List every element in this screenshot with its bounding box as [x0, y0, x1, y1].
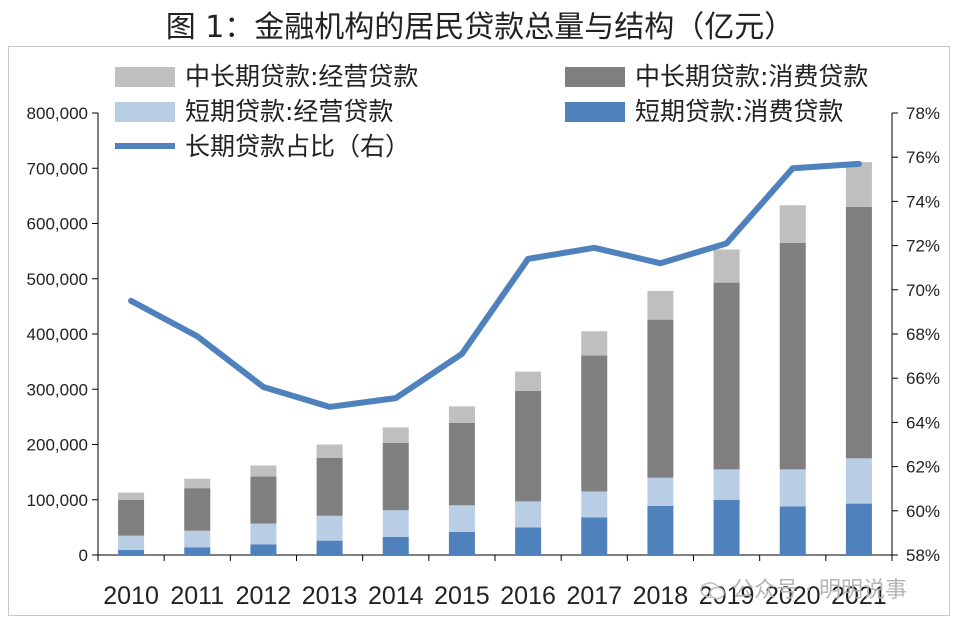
- y-right-tick-label: 66%: [906, 369, 940, 388]
- bar-segment-2: [118, 535, 145, 551]
- x-tick-label: 2017: [566, 582, 622, 610]
- bar-segment-1: [382, 536, 409, 555]
- y-right-tick-label: 78%: [906, 104, 940, 123]
- y-right-tick-label: 72%: [906, 237, 940, 256]
- bar-segment-2: [713, 469, 740, 500]
- bar-segment-3: [647, 319, 674, 478]
- y-right-tick-label: 74%: [906, 192, 940, 211]
- legend-label: 长期贷款占比（右）: [185, 132, 410, 161]
- bar-segment-4: [845, 162, 872, 207]
- bar-segment-3: [184, 488, 211, 531]
- bar-segment-2: [382, 510, 409, 537]
- bar-segment-1: [316, 540, 343, 555]
- y-right-tick-label: 64%: [906, 413, 940, 432]
- x-tick-label: 2012: [236, 582, 292, 610]
- chart-frame: [8, 46, 950, 616]
- bar-segment-3: [845, 206, 872, 459]
- bar-segment-1: [647, 505, 674, 555]
- y-left-tick-label: 800,000: [27, 104, 88, 123]
- bar-segment-4: [184, 478, 211, 489]
- x-tick-label: 2013: [302, 582, 358, 610]
- bar-segment-4: [647, 290, 674, 320]
- legend-swatch: [565, 102, 625, 122]
- share-line: [128, 160, 862, 410]
- bar-segment-4: [448, 406, 475, 423]
- y-right-tick-label: 60%: [906, 502, 940, 521]
- y-right-tick-label: 62%: [906, 458, 940, 477]
- bar-segment-1: [448, 531, 475, 555]
- x-tick-label: 2010: [103, 582, 159, 610]
- bar-segment-1: [713, 499, 740, 555]
- bar-segment-4: [250, 465, 277, 477]
- x-tick-label: 2018: [633, 582, 689, 610]
- bar-segment-4: [581, 331, 608, 356]
- legend-swatch: [115, 67, 175, 87]
- bar-segment-3: [118, 499, 145, 536]
- y-left-tick-label: 700,000: [27, 159, 88, 178]
- bar-segment-3: [448, 422, 475, 506]
- legend-label: 中长期贷款:经营贷款: [185, 62, 418, 91]
- x-tick-label: 2014: [368, 582, 424, 610]
- chart-title: 图 1：金融机构的居民贷款总量与结构（亿元）: [165, 10, 795, 45]
- bar-segment-1: [779, 506, 806, 555]
- y-right-tick-label: 76%: [906, 148, 940, 167]
- bar-segment-1: [118, 550, 145, 555]
- x-tick-label: 2011: [170, 582, 224, 610]
- bar-segment-2: [515, 501, 542, 528]
- bar-segment-3: [713, 282, 740, 470]
- x-tick-label: 2019: [699, 582, 755, 610]
- bar-segment-3: [581, 355, 608, 492]
- y-left-tick-label: 500,000: [27, 270, 88, 289]
- legend-label: 短期贷款:经营贷款: [185, 97, 393, 126]
- bar-segment-3: [515, 390, 542, 502]
- bar-segment-2: [316, 515, 343, 541]
- y-left-tick-label: 200,000: [27, 436, 88, 455]
- bar-segment-1: [515, 527, 542, 555]
- bar-segment-2: [779, 469, 806, 507]
- bar-segment-2: [581, 491, 608, 518]
- bar-segment-2: [184, 530, 211, 548]
- legend-label: 中长期贷款:消费贷款: [635, 62, 868, 91]
- y-left-tick-label: 300,000: [27, 380, 88, 399]
- bar-segment-2: [448, 505, 475, 532]
- bar-segment-2: [647, 477, 674, 506]
- bar-segment-2: [845, 458, 872, 504]
- bar-segment-4: [382, 427, 409, 443]
- bar-segment-4: [118, 492, 145, 500]
- bar-segment-3: [316, 457, 343, 516]
- y-right-tick-label: 68%: [906, 325, 940, 344]
- legend-swatch: [115, 102, 175, 122]
- y-left-tick-label: 100,000: [27, 491, 88, 510]
- y-right-tick-label: 70%: [906, 281, 940, 300]
- y-left-tick-label: 0: [79, 546, 88, 565]
- bar-segment-4: [779, 205, 806, 243]
- bar-segment-3: [779, 242, 806, 470]
- x-tick-label: 2020: [765, 582, 821, 610]
- bar-segment-3: [382, 442, 409, 511]
- y-right-tick-label: 58%: [906, 546, 940, 565]
- watermark-text: 公众号 · 明明说事: [732, 578, 907, 603]
- x-tick-label: 2016: [500, 582, 556, 610]
- bar-segment-1: [845, 503, 872, 555]
- y-left-tick-label: 600,000: [27, 215, 88, 234]
- bar-segment-1: [581, 517, 608, 555]
- bar-segment-2: [250, 523, 277, 545]
- x-tick-label: 2021: [831, 582, 887, 610]
- wechat-icon: [700, 582, 725, 600]
- bar-segment-4: [515, 371, 542, 391]
- bar-segment-1: [250, 544, 277, 555]
- bar-segment-1: [184, 547, 211, 555]
- bar-segment-4: [713, 249, 740, 283]
- bar-segment-3: [250, 476, 277, 524]
- bar-segment-4: [316, 444, 343, 458]
- watermark: 公众号 · 明明说事: [700, 572, 907, 604]
- x-tick-label: 2015: [434, 582, 490, 610]
- legend-swatch: [565, 67, 625, 87]
- y-left-tick-label: 400,000: [27, 325, 88, 344]
- legend-label: 短期贷款:消费贷款: [635, 97, 843, 126]
